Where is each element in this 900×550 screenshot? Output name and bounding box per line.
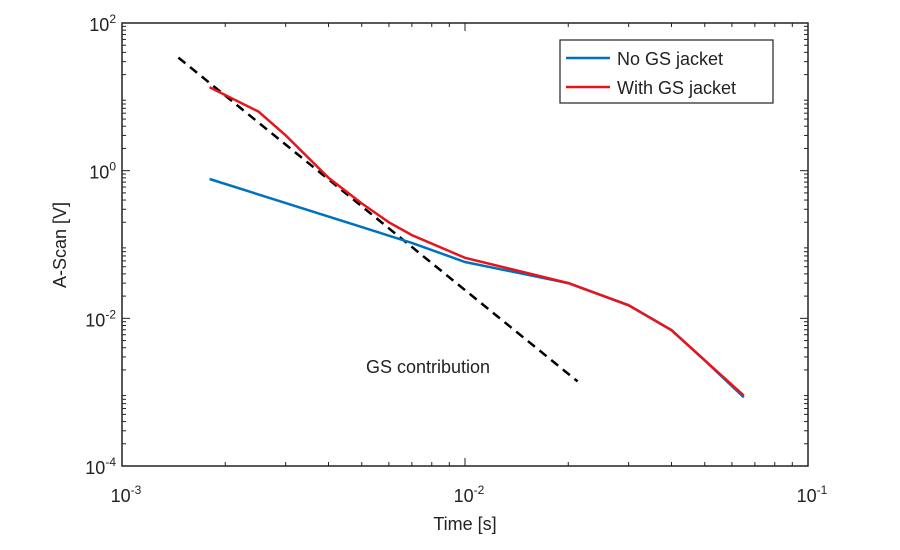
tick-exponent: -1 (817, 483, 828, 497)
tick-exponent: -3 (131, 483, 142, 497)
tick-base: 10 (85, 458, 105, 478)
plot-frame (121, 22, 809, 467)
tick-label: 100 (89, 160, 116, 183)
tick-base: 10 (797, 486, 817, 506)
series-line (209, 86, 745, 397)
legend-label: No GS jacket (617, 49, 723, 69)
tick-label: 10-1 (797, 483, 828, 506)
guide-line (177, 56, 579, 383)
y-axis-label: A-Scan [V] (50, 202, 70, 288)
tick-base: 10 (111, 486, 131, 506)
legend-label: With GS jacket (617, 78, 736, 98)
tick-exponent: 0 (109, 160, 116, 174)
tick-label: 10-2 (454, 483, 485, 506)
tick-base: 10 (89, 15, 109, 35)
tick-exponent: -2 (474, 483, 485, 497)
tick-label: 102 (89, 12, 116, 35)
annotation: GS contribution (366, 357, 490, 377)
tick-exponent: -2 (105, 307, 116, 321)
legend-box (559, 39, 774, 104)
tick-base: 10 (454, 486, 474, 506)
tick-exponent: 2 (109, 12, 116, 26)
tick-base: 10 (85, 310, 105, 330)
x-axis-label: Time [s] (433, 514, 496, 534)
tick-label: 10-2 (85, 307, 116, 330)
tick-label: 10-3 (111, 483, 142, 506)
tick-exponent: -4 (105, 455, 116, 469)
tick-label: 10-4 (85, 455, 116, 478)
tick-base: 10 (89, 163, 109, 183)
